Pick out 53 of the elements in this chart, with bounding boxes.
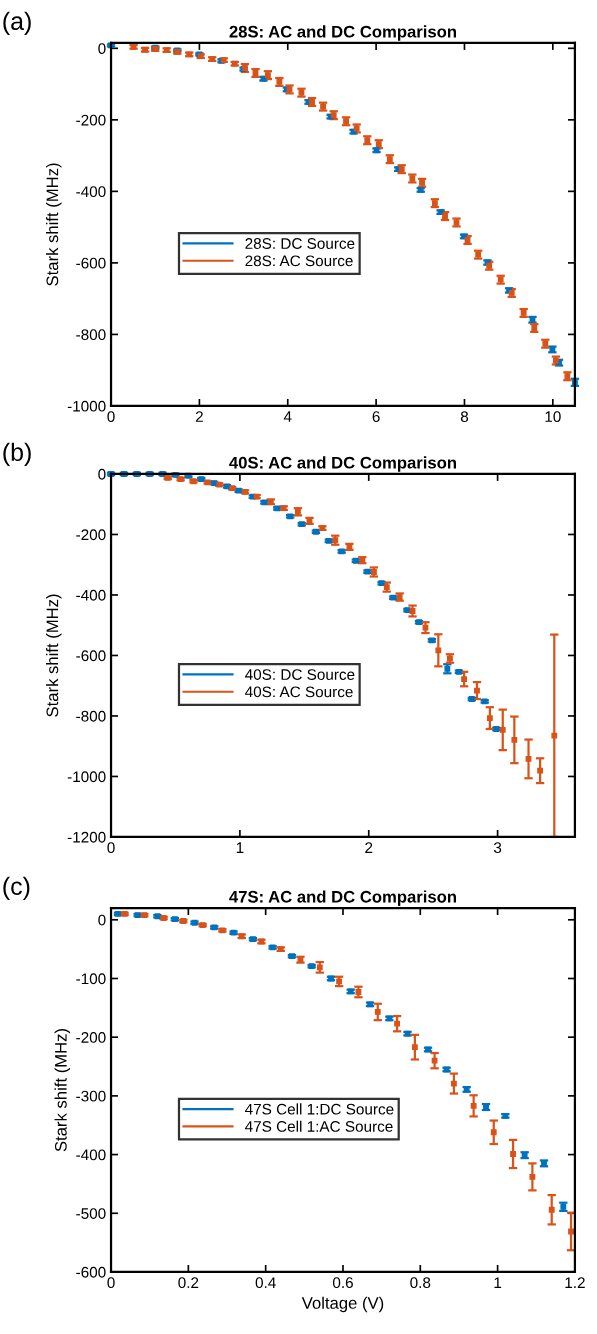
y-tick-label: -400	[76, 186, 106, 198]
x-tick-label: 2	[365, 842, 373, 853]
x-tick-label: 1.2	[565, 1277, 585, 1288]
y-axis-title: Stark shift (MHz)	[54, 1029, 71, 1152]
y-tick-label: -800	[76, 710, 106, 722]
legend-label: 40S: DC Source	[245, 669, 355, 680]
text: (a)	[3, 11, 31, 35]
x-tick-label: 0.8	[410, 1277, 431, 1289]
x-tick-label: 1	[494, 1277, 502, 1288]
x-tick-label: 1	[236, 842, 244, 853]
x-tick-label: 0.6	[332, 1277, 353, 1289]
y-tick-label: -500	[76, 1208, 106, 1219]
chart-title: 40S: AC and DC Comparison	[229, 456, 456, 472]
x-axis-title: Voltage (V)	[301, 1296, 384, 1313]
y-tick-label: -400	[76, 1149, 106, 1161]
y-tick-label: -200	[76, 1032, 106, 1043]
legend-label: 47S Cell 1:AC Source	[245, 1120, 393, 1132]
y-axis-title: Stark shift (MHz)	[46, 163, 62, 286]
y-tick-label: -200	[76, 529, 106, 541]
y-tick-label: -1200	[67, 831, 106, 843]
text: (b)	[3, 442, 31, 466]
y-tick-label: 0	[98, 43, 106, 55]
y-tick-label: 0	[98, 914, 106, 926]
x-tick-label: 0	[107, 842, 115, 854]
legend-label: 40S: AC Source	[245, 686, 353, 698]
x-tick-label: 0	[107, 1277, 115, 1289]
text: (c)	[3, 876, 30, 901]
legend-label: 28S: DC Source	[245, 238, 355, 249]
y-tick-label: -600	[76, 1266, 106, 1278]
y-tick-label: -300	[76, 1090, 106, 1102]
x-tick-label: 8	[460, 411, 469, 423]
y-tick-label: -600	[76, 650, 106, 662]
x-tick-label: 3	[493, 842, 502, 854]
y-tick-label: -800	[76, 329, 106, 341]
legend-label: 47S Cell 1:DC Source	[245, 1103, 394, 1115]
x-tick-label: 0.2	[178, 1277, 199, 1289]
y-tick-label: -600	[76, 257, 106, 269]
legend-label: 28S: AC Source	[245, 255, 353, 267]
chart-title: 47S: AC and DC Comparison	[229, 890, 456, 906]
x-tick-label: 0	[107, 411, 115, 423]
y-tick-label: -1000	[67, 400, 106, 412]
x-tick-label: 0.4	[255, 1277, 276, 1289]
y-tick-label: -400	[76, 589, 106, 601]
x-tick-label: 10	[545, 411, 561, 423]
y-tick-label: -100	[76, 973, 106, 985]
x-tick-label: 2	[195, 411, 203, 422]
x-tick-label: 6	[372, 411, 380, 423]
y-tick-label: -1000	[67, 771, 106, 783]
y-tick-label: -200	[76, 114, 106, 126]
chart-title: 28S: AC and DC Comparison	[229, 25, 456, 41]
y-tick-label: 0	[98, 468, 106, 480]
x-tick-label: 4	[283, 411, 292, 422]
y-axis-title: Stark shift (MHz)	[46, 594, 62, 717]
